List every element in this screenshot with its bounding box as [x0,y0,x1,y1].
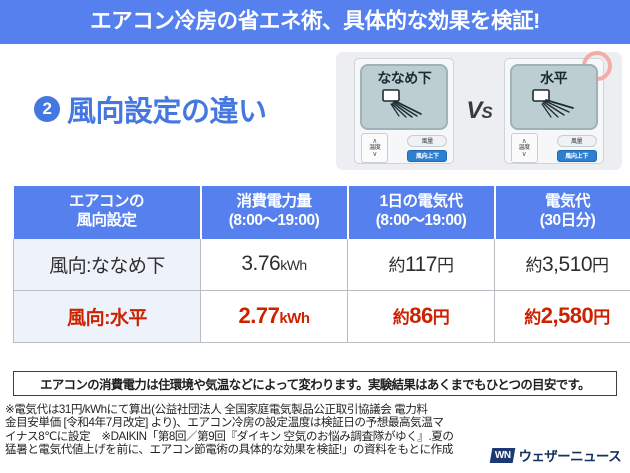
footnote-line: 金目安単価 [令和4年7月改定] より)、エアコン冷房の設定温度は検証日の予想最… [5,416,444,430]
footnote-line: イナス8℃に設定 ※DAIKIN「第8回／第9回『ダイキン 空気のお悩み調査隊が… [5,429,454,443]
yen-unit: 円 [592,256,609,276]
table-cell-setting-label: 風向:ななめ下 [13,238,201,291]
fan-speed-button[interactable]: 風量 [556,134,597,147]
table-header-cell-setting: エアコンの 風向設定 [13,186,202,239]
remote-screen-diagonal-down: ななめ下 [360,64,449,130]
monthly-cost-value: 約2,580円 [524,303,610,328]
table-cell-monthly-cost: 約3,510円 [494,238,630,291]
header-line-1: 電気代 [544,193,591,210]
table-header-cell-daily-cost: 1日の電気代 (8:00〜19:00) [347,186,496,239]
fan-speed-button[interactable]: 風量 [407,134,448,147]
comparison-table: エアコンの 風向設定 消費電力量 (8:00〜19:00) 1日の電気代 (8:… [13,186,630,343]
footnote-line: 猛暑と電気代値上げを前に、エアコン節電術の具体的な効果を検証!」の資料をもとに作… [5,443,453,457]
row-label: 風向:水平 [67,307,147,329]
header-banner: エアコン冷房の省エネ術、具体的な効果を検証! [0,0,630,44]
table-head: エアコンの 風向設定 消費電力量 (8:00〜19:00) 1日の電気代 (8:… [13,186,630,239]
yen-unit: 円 [593,308,610,328]
section-title-text: 風向設定の違い [67,96,267,128]
power-number: 2.77 [238,303,280,329]
monthly-cost-value: 約3,510円 [525,253,609,277]
daily-number: 86 [409,303,433,329]
approx-prefix: 約 [525,256,542,276]
temperature-stepper[interactable]: ∧ 温度 ∨ [510,133,538,163]
vs-small-letter: S [481,103,492,122]
remote-comparison-illustration: ななめ下 ∧ 温度 ∨ [336,51,622,170]
header-line-2: 風向設定 [76,211,137,229]
header-line-2: (30日分) [539,211,596,229]
remote-button-stack: 風量 風向上下 [556,134,597,162]
section-number-badge: 2 [34,96,60,122]
power-number: 3.76 [241,252,281,276]
yen-unit: 円 [436,256,454,276]
logo-mark-text: WN [495,449,511,460]
table-cell-power: 3.76kWh [200,238,348,291]
table-row: 風向:水平 2.77kWh 約86円 約2,580円 [13,290,630,343]
disclaimer-note-text: エアコンの消費電力は住環境や気温などによって変わります。実験結果はあくまでもひと… [40,377,590,392]
table-row: 風向:ななめ下 3.76kWh 約117円 約3,510円 [13,238,630,291]
table-cell-monthly-cost: 約2,580円 [494,290,630,343]
remote-button-stack: 風量 風向上下 [407,134,448,162]
daily-number: 117 [405,253,437,277]
table-header-cell-power: 消費電力量 (8:00〜19:00) [200,186,349,239]
header-line-1: エアコンの [68,193,145,210]
daily-cost-value: 約86円 [392,303,450,329]
chevron-down-icon[interactable]: ∨ [521,150,527,158]
approx-prefix: 約 [392,308,410,328]
remote-screen-horizontal: 水平 [509,64,598,130]
disclaimer-note-box: エアコンの消費電力は住環境や気温などによって変わります。実験結果はあくまでもひと… [13,371,617,396]
power-value: 2.77kWh [238,303,311,329]
table-cell-daily-cost: 約117円 [347,238,495,291]
airflow-diagonal-down-icon [381,88,427,123]
approx-prefix: 約 [524,308,541,328]
remote-mode-label: ななめ下 [377,70,432,86]
weathernews-logo-icon: WN [490,447,516,463]
row-label: 風向:ななめ下 [49,255,165,277]
footnote-line: ※電気代は31円/kWhにて算出(公益社団法人 全国家庭電気製品公正取引協議会 … [5,403,428,416]
vs-main-letter: V [466,97,482,124]
power-value: 3.76kWh [241,252,307,276]
header-line-2: (8:00〜19:00) [375,211,467,229]
header-title: エアコン冷房の省エネ術、具体的な効果を検証! [90,9,540,34]
section-title: 2 風向設定の違い [34,88,267,130]
remote-panel-horizontal: 水平 ∧ 温度 ∨ [503,51,612,164]
wind-direction-button[interactable]: 風向上下 [556,149,597,162]
intro-row: 2 風向設定の違い ななめ下 [0,44,630,179]
remote-controls-diagonal-down: ∧ 温度 ∨ 風量 風向上下 [360,130,448,163]
table-cell-power: 2.77kWh [200,290,348,343]
yen-unit: 円 [432,308,450,328]
table-cell-daily-cost: 約86円 [347,290,495,343]
table-body: 風向:ななめ下 3.76kWh 約117円 約3,510円 風向:水平 2.7 [13,238,630,343]
footnote-block: ※電気代は31円/kWhにて算出(公益社団法人 全国家庭電気製品公正取引協議会 … [5,403,500,457]
weathernews-logo: WN ウェザーニュース [490,445,622,465]
table-header-row: エアコンの 風向設定 消費電力量 (8:00〜19:00) 1日の電気代 (8:… [13,186,630,239]
temperature-stepper[interactable]: ∧ 温度 ∨ [361,133,389,163]
header-line-1: 消費電力量 [236,193,312,210]
remote-controls-horizontal: ∧ 温度 ∨ 風量 風向上下 [510,130,598,163]
approx-prefix: 約 [388,256,406,276]
table-cell-setting-label: 風向:水平 [13,290,201,343]
chevron-up-icon[interactable]: ∧ [521,137,527,145]
monthly-number: 3,510 [541,253,593,277]
airflow-horizontal-icon [531,88,577,123]
temperature-label: 温度 [369,144,381,151]
comparison-table-wrapper: エアコンの 風向設定 消費電力量 (8:00〜19:00) 1日の電気代 (8:… [13,186,630,343]
logo-text: ウェザーニュース [518,449,621,464]
table-header-cell-monthly-cost: 電気代 (30日分) [494,186,630,239]
chevron-up-icon[interactable]: ∧ [372,137,378,145]
monthly-number: 2,580 [540,303,594,329]
power-unit: kWh [280,257,307,274]
chevron-down-icon[interactable]: ∨ [372,150,378,158]
vs-separator: VS [462,99,495,123]
remote-panel-diagonal-down: ななめ下 ∧ 温度 ∨ [354,58,455,164]
power-unit: kWh [279,310,310,328]
temperature-label: 温度 [518,144,530,151]
wind-direction-button[interactable]: 風向上下 [407,149,448,162]
remote-mode-label: 水平 [540,70,568,86]
header-line-2: (8:00〜19:00) [228,211,320,229]
daily-cost-value: 約117円 [389,253,454,276]
header-line-1: 1日の電気代 [379,193,463,210]
